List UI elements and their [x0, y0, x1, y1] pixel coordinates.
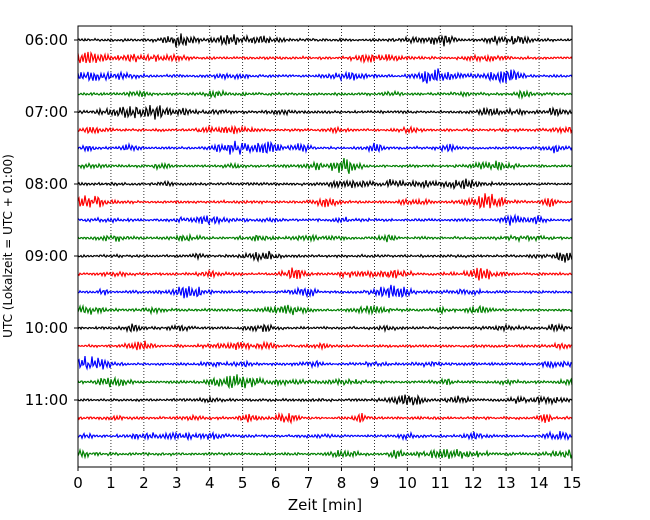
x-tick-label-6: 6 — [271, 474, 281, 492]
x-tick-label-11: 11 — [431, 474, 450, 492]
x-tick-label-12: 12 — [464, 474, 483, 492]
y-tick-label-2: 08:00 — [25, 175, 68, 193]
trace-1 — [77, 50, 573, 64]
x-tick-label-13: 13 — [497, 474, 516, 492]
x-tick-label-9: 9 — [370, 474, 380, 492]
trace-2 — [77, 68, 573, 85]
x-axis-label: Zeit [min] — [288, 496, 362, 514]
x-tick-label-15: 15 — [562, 474, 581, 492]
x-tick-label-7: 7 — [304, 474, 314, 492]
x-tick-label-5: 5 — [238, 474, 248, 492]
trace-4 — [77, 105, 573, 120]
trace-17 — [77, 340, 573, 352]
y-tick-label-0: 06:00 — [25, 31, 68, 49]
x-tick-label-2: 2 — [139, 474, 149, 492]
trace-14 — [77, 284, 573, 299]
trace-8 — [77, 178, 573, 191]
trace-18 — [77, 355, 573, 371]
trace-20 — [77, 393, 573, 406]
trace-19 — [77, 374, 573, 390]
y-axis-label: UTC (Lokalzeit = UTC + 01:00) — [1, 154, 15, 338]
trace-13 — [77, 267, 573, 281]
x-tick-label-8: 8 — [337, 474, 347, 492]
trace-group — [77, 33, 573, 460]
trace-3 — [77, 88, 573, 100]
x-tick-label-1: 1 — [106, 474, 116, 492]
x-tick-label-10: 10 — [398, 474, 417, 492]
trace-10 — [77, 213, 573, 226]
x-axis: 0 1 2 3 4 5 6 7 8 9 10 11 12 13 14 15 — [73, 467, 582, 492]
trace-5 — [77, 124, 573, 135]
y-tick-label-3: 09:00 — [25, 247, 68, 265]
trace-22 — [77, 430, 573, 442]
x-tick-label-0: 0 — [73, 474, 83, 492]
y-axis: 06:00 07:00 08:00 09:00 10:00 11:00 — [25, 31, 78, 409]
trace-23 — [77, 447, 573, 460]
x-tick-label-3: 3 — [172, 474, 182, 492]
trace-12 — [77, 250, 573, 263]
x-tick-label-4: 4 — [205, 474, 215, 492]
y-tick-label-1: 07:00 — [25, 103, 68, 121]
trace-6 — [77, 140, 573, 155]
trace-16 — [77, 322, 573, 334]
trace-15 — [77, 303, 573, 316]
x-tick-label-14: 14 — [530, 474, 549, 492]
trace-9 — [77, 193, 573, 210]
y-tick-label-5: 11:00 — [25, 391, 68, 409]
y-tick-label-4: 10:00 — [25, 319, 68, 337]
plot-frame — [77, 25, 573, 468]
trace-11 — [77, 232, 573, 244]
trace-7 — [77, 157, 573, 174]
trace-21 — [77, 411, 573, 425]
trace-0 — [77, 33, 573, 48]
